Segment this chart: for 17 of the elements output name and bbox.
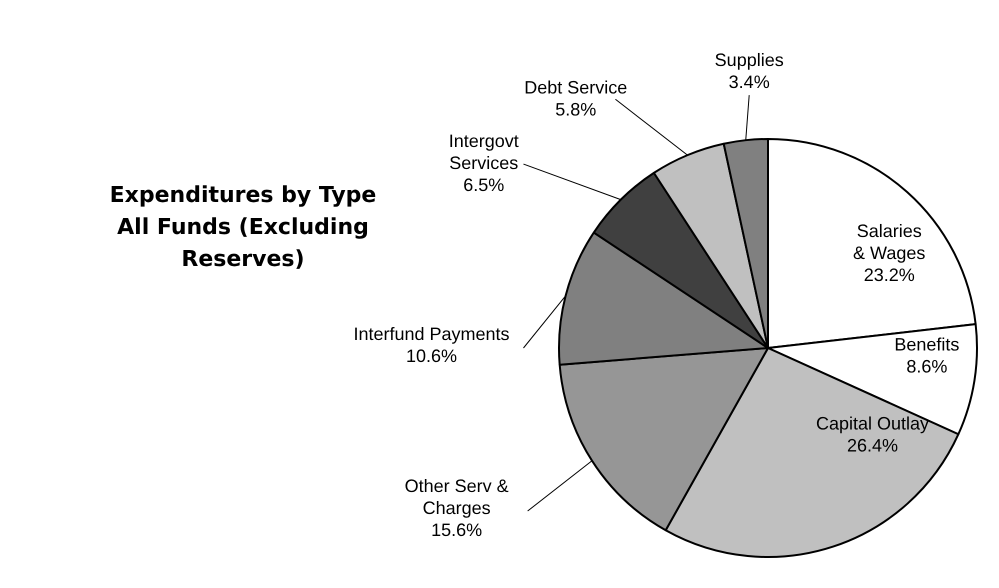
data-label: 5.8% xyxy=(555,99,596,120)
data-label: 10.6% xyxy=(406,346,458,366)
slice-label: Intergovt Services xyxy=(448,131,519,174)
data-label: 23.2% xyxy=(864,264,915,285)
slice-label: Capital Outlay xyxy=(816,414,930,434)
text: Expenditures by Type All Funds (Excluding Reserves) xyxy=(108,182,378,274)
slice-label: Interfund Payments xyxy=(353,324,510,344)
slice-label: Supplies xyxy=(714,50,784,70)
data-label: 8.6% xyxy=(906,356,948,376)
slice-label: Other Serv & Charges xyxy=(404,476,509,518)
data-label: 6.5% xyxy=(463,175,504,196)
slice-label: Salaries & Wages xyxy=(853,220,926,263)
slice-label: Benefits xyxy=(894,334,960,354)
slice-label: Debt Service xyxy=(524,77,628,98)
data-label: 15.6% xyxy=(431,520,482,540)
data-label: 3.4% xyxy=(728,72,770,92)
data-label: 26.4% xyxy=(846,436,898,456)
